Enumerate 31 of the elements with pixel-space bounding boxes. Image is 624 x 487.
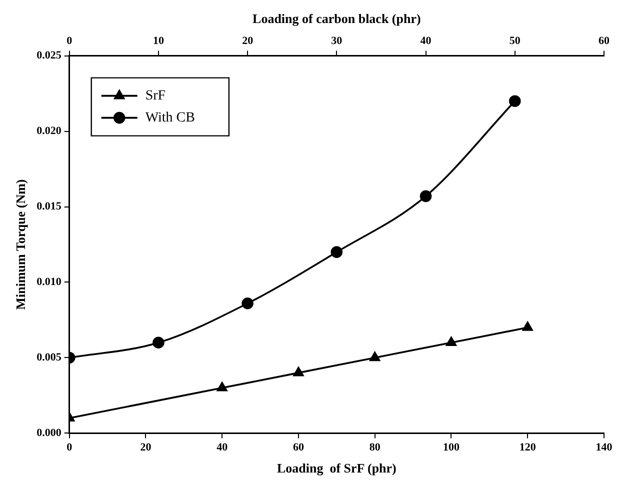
x-tick-label: 80 — [369, 442, 381, 454]
y-tick-label: 0.010 — [36, 276, 62, 288]
x2-tick-label: 10 — [152, 35, 164, 48]
x2-tick-label: 30 — [331, 35, 343, 48]
y-tick-label: 0.000 — [36, 427, 62, 440]
point — [216, 382, 228, 392]
x-tick-label: 100 — [442, 442, 460, 454]
y-tick-label: 0.020 — [36, 125, 62, 138]
x-tick-label: 20 — [140, 442, 152, 454]
x-tick-label: 0 — [66, 442, 73, 454]
x2-tick-label: 0 — [66, 35, 73, 48]
point — [522, 322, 533, 331]
x-tick-label: 120 — [519, 442, 536, 454]
y-axis-title: Minimum Torque (Nm) — [13, 179, 28, 310]
y-tick-label: 0.025 — [36, 50, 62, 62]
x-tick-label: 140 — [596, 442, 613, 454]
x-axis-title: Loading of SrF (phr) — [276, 460, 396, 476]
y-tick-label: 0.005 — [36, 352, 62, 364]
legend-label: With CB — [145, 110, 195, 126]
x-tick-label: 40 — [216, 442, 228, 454]
x2-tick-label: 50 — [509, 35, 521, 48]
legend-label: SrF — [145, 88, 166, 104]
y-tick-label: 0.015 — [36, 200, 62, 213]
x2-axis-title: Loading of carbon black (phr) — [252, 11, 421, 26]
point — [293, 366, 304, 376]
x2-tick-label: 60 — [598, 35, 610, 48]
x-tick-label: 60 — [292, 442, 304, 454]
point — [446, 336, 456, 346]
x2-tick-label: 20 — [242, 35, 254, 48]
x2-tick-label: 40 — [420, 35, 432, 48]
point — [370, 352, 380, 362]
